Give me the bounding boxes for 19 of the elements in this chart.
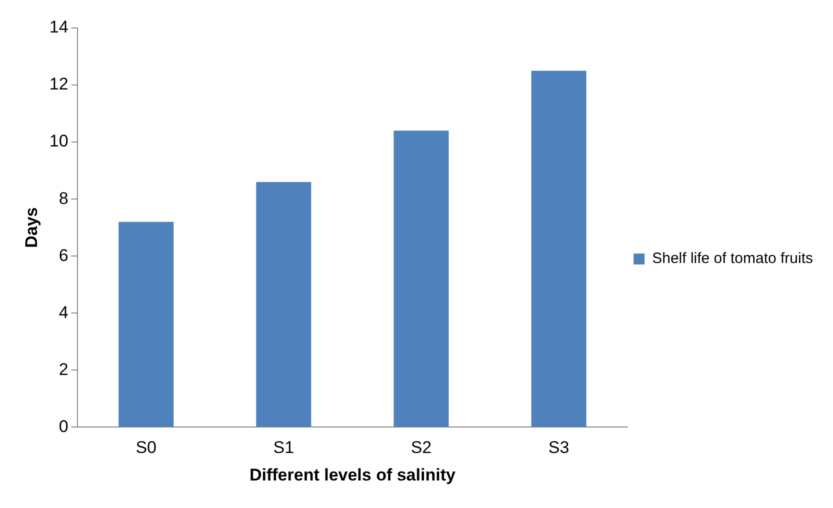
x-tick-label: S2: [410, 438, 432, 458]
bar: [531, 70, 586, 427]
bar: [118, 222, 174, 427]
y-tick-label: 0: [58, 416, 68, 436]
legend-label: Shelf life of tomato fruits: [652, 250, 813, 268]
bar: [256, 182, 312, 427]
y-axis-title: Days: [22, 207, 41, 248]
y-tick-label: 4: [58, 302, 68, 322]
y-tick-label: 8: [58, 188, 68, 208]
x-tick-label: S0: [136, 438, 156, 458]
y-tick-label: 10: [49, 132, 68, 151]
y-tick-label: 12: [49, 74, 68, 94]
bar: [394, 130, 449, 427]
x-tick-label: S3: [548, 438, 570, 458]
y-tick-label: 6: [58, 246, 68, 265]
y-tick-label: 2: [58, 360, 68, 379]
x-tick-label: S1: [273, 438, 294, 458]
x-axis-title: Different levels of salinity: [249, 465, 456, 484]
y-tick-label: 14: [49, 18, 68, 37]
